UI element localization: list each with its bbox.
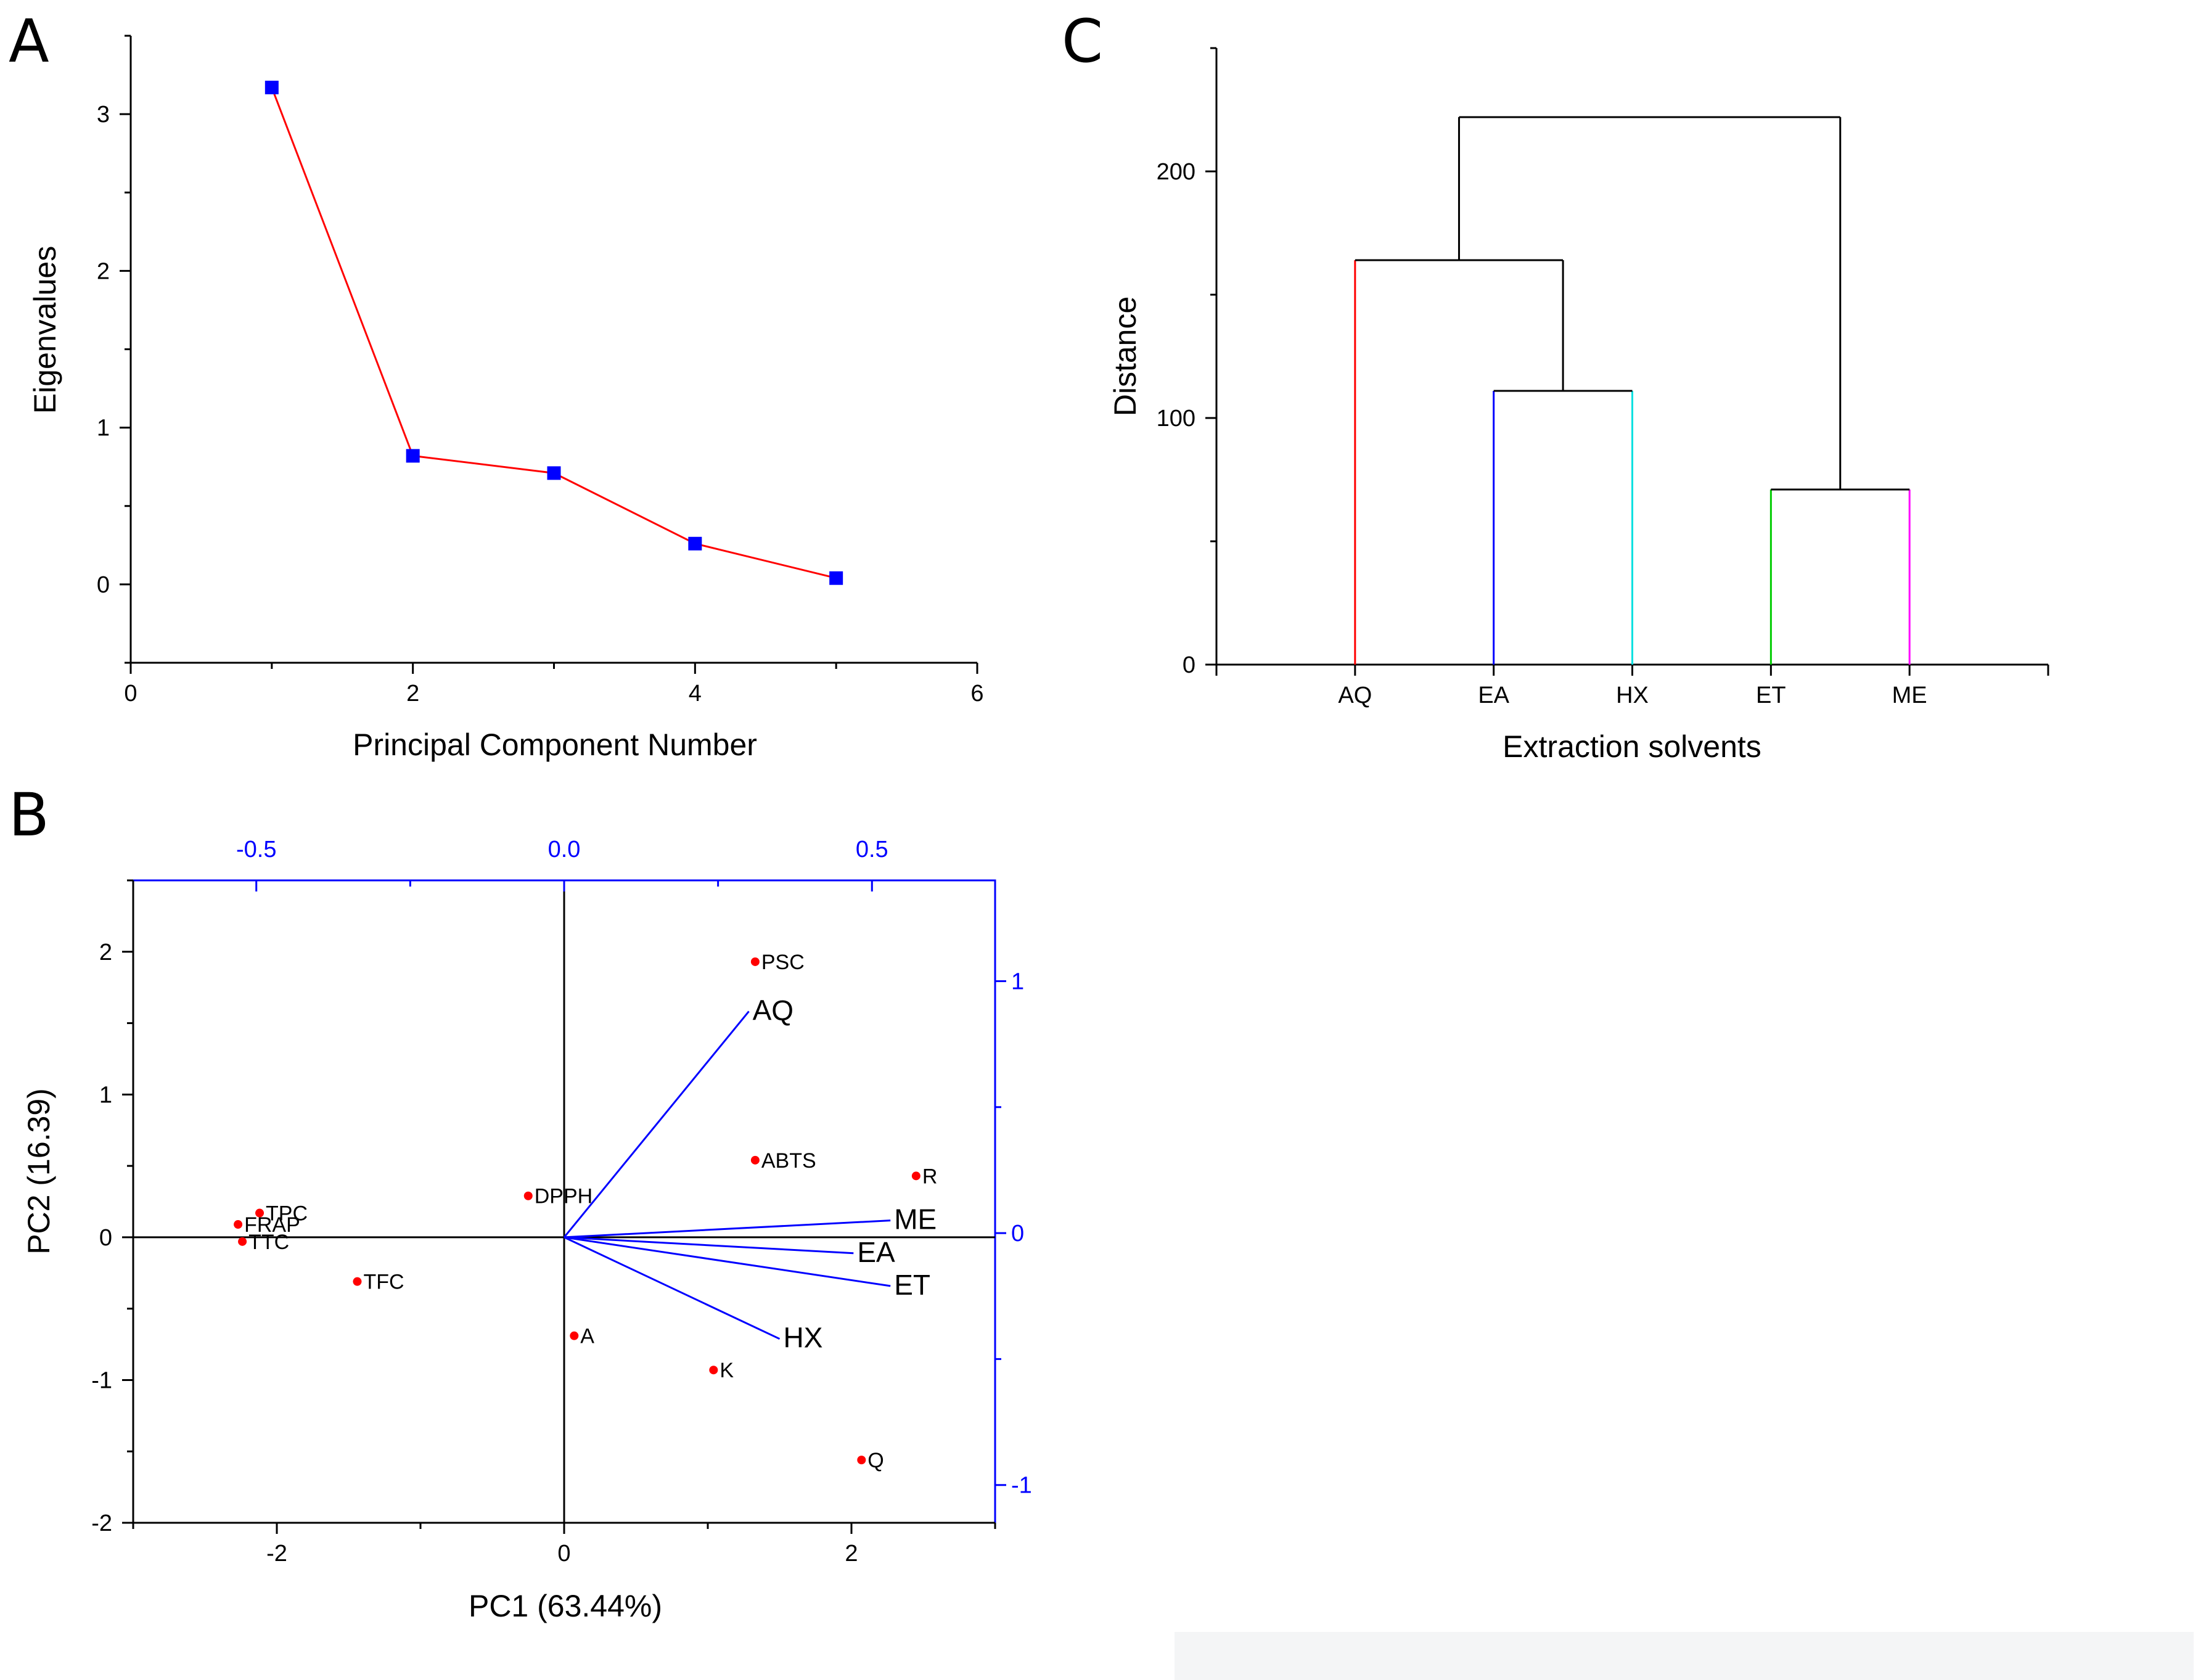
- dendro-y-tick-label: 100: [1157, 406, 1195, 432]
- biplot-y-tick-label: 2: [99, 940, 112, 965]
- biplot-y-tick-label: 0: [99, 1225, 112, 1251]
- score-point: [857, 1456, 866, 1465]
- scree-y-tick-label: 3: [97, 102, 110, 128]
- loading-label: EA: [857, 1236, 895, 1268]
- dendro-y-tick-label: 0: [1183, 652, 1195, 678]
- loading-label: ET: [894, 1269, 930, 1301]
- biplot-y-tick-label: -1: [91, 1367, 112, 1393]
- panel-label-c: C: [1062, 7, 1103, 76]
- loading-vector: [564, 1236, 891, 1287]
- loading-label: ME: [894, 1203, 937, 1235]
- scree-x-tick-label: 2: [406, 681, 419, 707]
- dendro-leaf-label: ME: [1892, 682, 1927, 708]
- dendro-leaf-label: EA: [1478, 682, 1509, 708]
- loading-label: AQ: [753, 994, 793, 1026]
- biplot-y-tick-label: 1: [99, 1082, 112, 1108]
- dendro-leaf-label: ET: [1756, 682, 1786, 708]
- dendro-leaf-label: AQ: [1338, 682, 1372, 708]
- score-point: [709, 1366, 718, 1375]
- score-point: [353, 1277, 362, 1286]
- scree-x-tick-label: 4: [689, 681, 702, 707]
- score-point: [570, 1331, 579, 1340]
- blank-gray-area: [1175, 1632, 2194, 1680]
- loading-label: HX: [784, 1322, 823, 1354]
- biplot-right-tick-label: 0: [1011, 1221, 1024, 1247]
- loading-vector: [564, 1236, 854, 1255]
- scree-line: [271, 87, 837, 580]
- biplot-y-tick-label: -2: [91, 1510, 112, 1536]
- loading-vector: [563, 1010, 750, 1238]
- dendro-y-title: Distance: [1108, 297, 1142, 417]
- dendro-y-tick-label: 200: [1157, 159, 1195, 185]
- scree-marker: [547, 466, 561, 480]
- scree-y-tick-label: 2: [97, 258, 110, 284]
- score-point: [911, 1171, 921, 1181]
- loading-vector: [564, 1219, 891, 1239]
- score-point: [255, 1208, 264, 1218]
- scree-marker: [829, 571, 843, 585]
- score-point-label: Q: [867, 1449, 884, 1472]
- biplot-x-tick-label: 0: [557, 1541, 570, 1567]
- biplot-top-tick-label: 0.0: [548, 837, 581, 863]
- scree-x-title: Principal Component Number: [353, 727, 757, 762]
- score-point-label: DPPH: [535, 1185, 593, 1208]
- dendro-x-title: Extraction solvents: [1503, 729, 1761, 764]
- panel-label-a: A: [9, 7, 49, 76]
- score-point: [750, 1155, 760, 1165]
- loading-vector: [564, 1236, 781, 1340]
- scree-x-tick-label: 6: [970, 681, 983, 707]
- scree-y-tick-label: 1: [97, 416, 110, 441]
- scree-marker: [406, 449, 420, 463]
- biplot-top-tick-label: 0.5: [856, 837, 888, 863]
- dendro-leaf-label: HX: [1616, 682, 1649, 708]
- score-point-label: TPC: [266, 1202, 308, 1226]
- score-point: [750, 957, 760, 966]
- score-point: [238, 1237, 247, 1246]
- biplot-x-tick-label: 2: [845, 1541, 858, 1567]
- biplot-top-tick-label: -0.5: [236, 837, 276, 863]
- score-point-label: TFC: [363, 1271, 404, 1294]
- dendrogram: 0 100 200 AQ EA HX ET ME Extraction solvents Di…: [1108, 47, 2049, 764]
- score-point-label: A: [580, 1325, 594, 1348]
- panel-label-b: B: [9, 781, 49, 850]
- score-point: [234, 1220, 243, 1229]
- score-point-label: PSC: [761, 951, 805, 974]
- scree-plot: 0 2 4 6 0 1 2 3 Principal Component Number Eige…: [28, 35, 984, 762]
- scree-marker: [264, 80, 279, 94]
- scree-y-title: Eigenvalues: [28, 246, 62, 414]
- scree-y-tick-label: 0: [97, 572, 110, 598]
- biplot-right-tick-label: 1: [1011, 969, 1024, 994]
- biplot-x-tick-label: -2: [266, 1541, 287, 1567]
- biplot-y-title: PC2 (16.39): [22, 1088, 56, 1255]
- score-point-label: R: [922, 1165, 938, 1188]
- score-point-label: FRAP: [244, 1213, 300, 1237]
- biplot-right-tick-label: -1: [1011, 1473, 1032, 1499]
- scree-x-tick-label: 0: [124, 681, 137, 707]
- biplot-x-title: PC1 (63.44%): [469, 1589, 662, 1623]
- score-point-label: K: [720, 1359, 734, 1382]
- scree-marker: [688, 536, 702, 551]
- score-point-label: ABTS: [761, 1149, 816, 1173]
- score-point-label: TTC: [248, 1231, 289, 1254]
- score-point: [523, 1191, 533, 1200]
